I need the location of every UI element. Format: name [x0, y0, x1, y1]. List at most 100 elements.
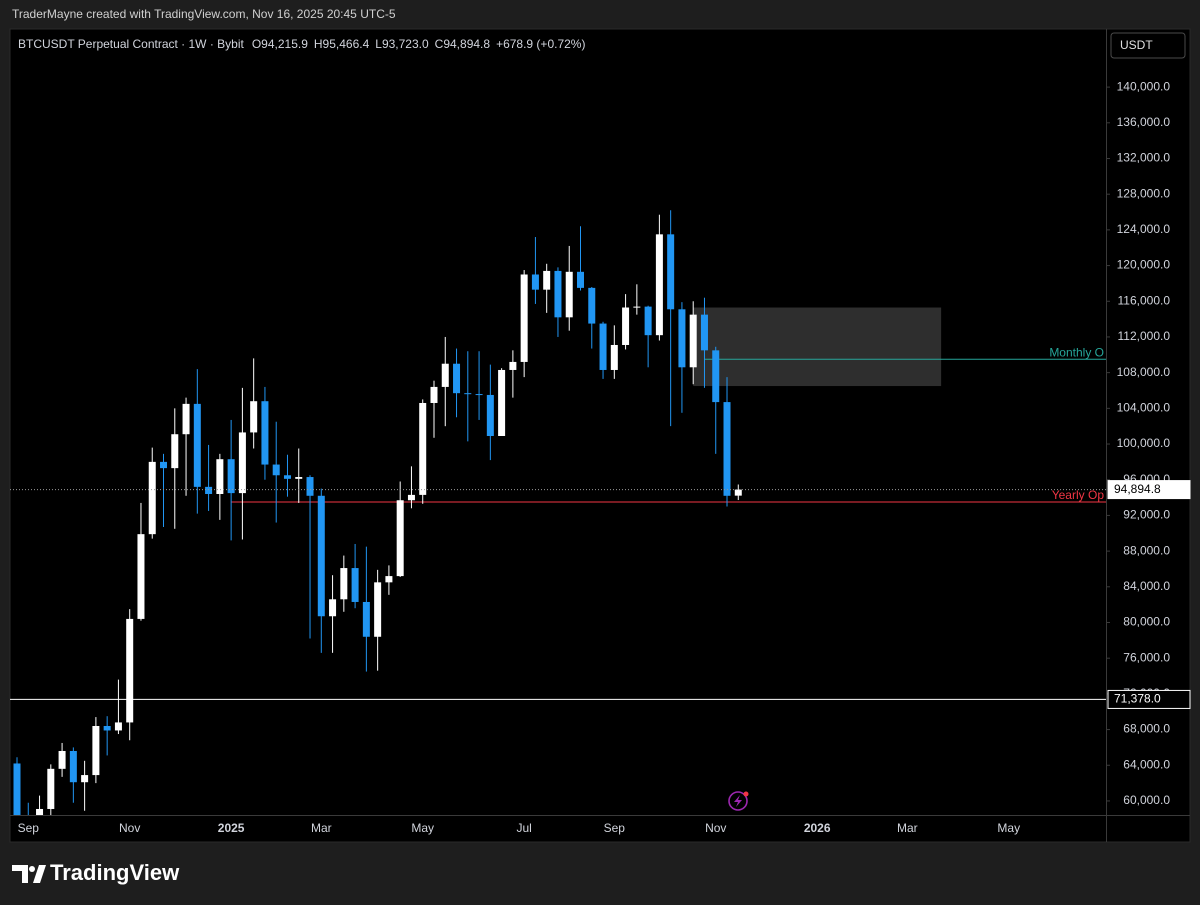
candle-body [351, 568, 359, 602]
ohlc-low: L93,723.0 [375, 37, 429, 51]
candle-body [103, 726, 111, 731]
candle-body [430, 386, 438, 403]
candle-body [498, 369, 506, 436]
candle-body [565, 271, 573, 318]
candle-body [543, 270, 551, 290]
candle-body [588, 287, 596, 324]
candle-body [47, 768, 55, 809]
candle-body [667, 234, 675, 310]
candle-body [227, 459, 235, 494]
y-tick-label: 140,000.0 [1117, 79, 1171, 93]
candle-body [531, 274, 539, 290]
candle-body [283, 475, 291, 479]
candle-body [419, 402, 427, 495]
candle-body [577, 271, 584, 288]
candle-body [475, 394, 483, 396]
candle-body [712, 350, 720, 403]
x-tick-label: Nov [705, 821, 726, 835]
logo-text: TradingView [50, 860, 180, 885]
candle-body [92, 726, 100, 776]
candle-body [193, 403, 201, 487]
candle-body [723, 402, 731, 496]
y-tick-label: 88,000.0 [1123, 543, 1170, 557]
candle-body [81, 775, 89, 783]
ohlc-change: +678.9 (+0.72%) [496, 37, 585, 51]
chart-panel [9, 28, 1191, 843]
x-tick-label: 2026 [804, 821, 831, 835]
candle-body [633, 306, 641, 308]
candle-body [362, 601, 370, 637]
candle-body [238, 432, 246, 494]
x-tick-label: Mar [897, 821, 918, 835]
y-tick-label: 112,000.0 [1118, 329, 1171, 343]
price-label-box [1107, 480, 1191, 500]
candle-body [250, 401, 258, 433]
price-label: 94,894.8 [1114, 482, 1161, 496]
y-tick-label: 64,000.0 [1123, 757, 1170, 771]
y-tick-label: 84,000.0 [1123, 579, 1170, 593]
y-tick-label: 60,000.0 [1123, 793, 1170, 807]
candle-body [69, 750, 77, 783]
ohlc-close: C94,894.8 [435, 37, 491, 51]
currency-button[interactable] [1110, 32, 1186, 59]
candle-body [509, 361, 517, 370]
zone [693, 307, 942, 387]
candle-body [734, 489, 742, 496]
candle-body [441, 363, 449, 387]
candle-body [464, 393, 472, 395]
candle-body [610, 344, 618, 370]
candle-body [306, 477, 314, 496]
candle-body [114, 722, 122, 731]
candle-body [622, 307, 630, 345]
y-tick-label: 132,000.0 [1117, 151, 1171, 165]
candle-body [554, 270, 562, 318]
candle-body [171, 434, 179, 469]
candle-body [329, 599, 337, 617]
candle-body [385, 576, 393, 583]
y-tick-label: 124,000.0 [1117, 222, 1171, 236]
candle-body [148, 461, 156, 535]
currency[interactable]: USDT [1120, 38, 1153, 52]
y-tick-label: 76,000.0 [1123, 650, 1170, 664]
axes: Sep Nov 2025 Mar May Jul Sep Nov 2026 Mar May 60,00… [18, 79, 1191, 835]
candle-body [216, 459, 224, 494]
credit: TraderMayne created with TradingView.com… [12, 7, 396, 21]
price-label: 71,378.0 [1114, 692, 1161, 706]
price-label-box [1107, 689, 1191, 709]
ohlc-high: H95,466.4 [314, 37, 370, 51]
candle-body [486, 394, 494, 436]
level-label: Yearly Op [1052, 488, 1105, 502]
candle-body [340, 568, 348, 600]
x-tick-label: May [997, 821, 1020, 835]
logo-mark [12, 865, 46, 883]
legend: BTCUSDT Perpetual Contract · 1W · Bybit O… [18, 37, 585, 51]
candle-body [295, 477, 303, 479]
candle-body [678, 309, 686, 368]
y-tick-label: 120,000.0 [1117, 258, 1171, 272]
candle-body [317, 495, 325, 617]
y-tick-label: 68,000.0 [1123, 722, 1170, 736]
candle-body [407, 494, 415, 501]
y-tick-label: 92,000.0 [1123, 508, 1170, 522]
y-tick-label: 108,000.0 [1117, 365, 1171, 379]
y-tick-label: 80,000.0 [1123, 615, 1170, 629]
candle-body [160, 461, 168, 469]
candle-body [689, 314, 697, 368]
candle-body [644, 306, 652, 336]
candle-body [36, 808, 44, 815]
x-tick-label: 2025 [218, 821, 245, 835]
candle-body [205, 486, 213, 494]
y-tick-label: 128,000.0 [1117, 186, 1171, 200]
y-tick-label: 100,000.0 [1117, 436, 1171, 450]
x-tick-label: Nov [119, 821, 140, 835]
candle-body [272, 464, 280, 476]
candle-body [374, 582, 382, 637]
y-tick-label: 116,000.0 [1118, 293, 1171, 307]
candle-body [182, 403, 190, 435]
alert-icon[interactable] [728, 791, 749, 811]
x-tick-label: May [411, 821, 434, 835]
candle-body [58, 750, 66, 769]
candle-body [13, 763, 21, 815]
